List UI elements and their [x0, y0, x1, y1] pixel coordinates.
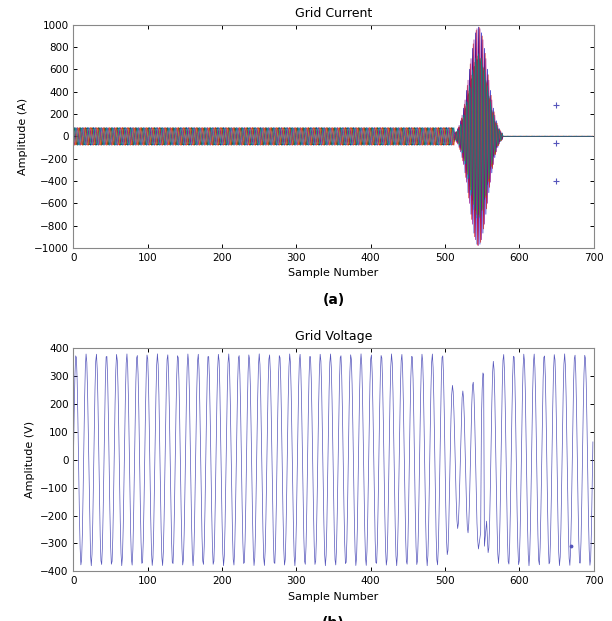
- Text: (a): (a): [323, 292, 345, 307]
- Y-axis label: Amplitude (A): Amplitude (A): [18, 97, 28, 175]
- Text: (b): (b): [323, 616, 345, 621]
- Y-axis label: Amplitude (V): Amplitude (V): [24, 421, 35, 499]
- Title: Grid Voltage: Grid Voltage: [295, 330, 372, 343]
- Title: Grid Current: Grid Current: [295, 6, 372, 19]
- X-axis label: Sample Number: Sample Number: [288, 268, 379, 278]
- X-axis label: Sample Number: Sample Number: [288, 592, 379, 602]
